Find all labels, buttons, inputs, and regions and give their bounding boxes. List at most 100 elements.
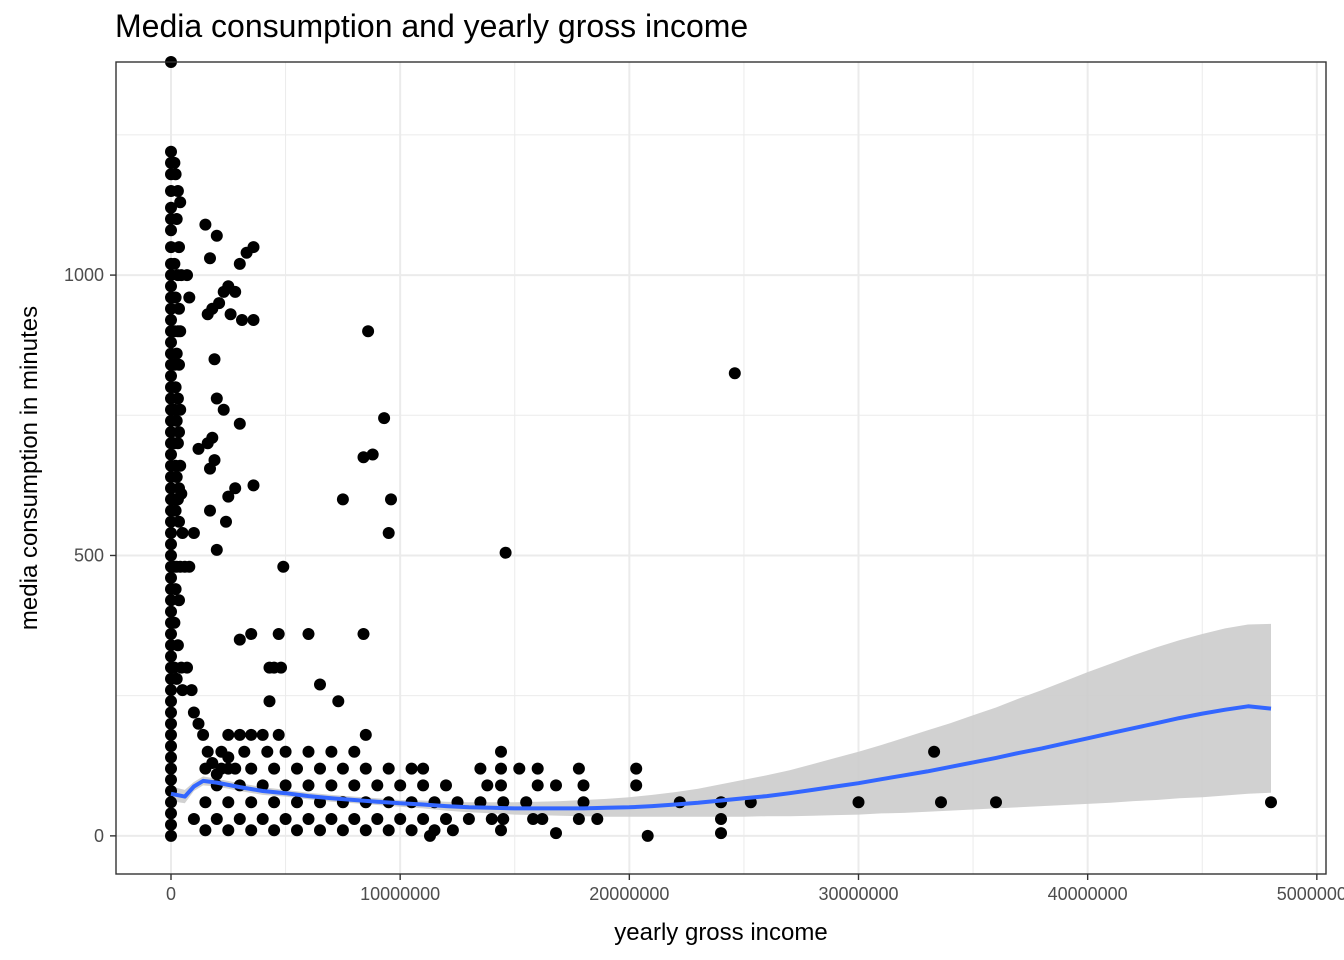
data-point — [531, 762, 544, 775]
data-point — [325, 813, 338, 825]
data-point — [302, 628, 315, 640]
data-point — [630, 762, 643, 775]
data-point — [165, 684, 177, 697]
data-point — [181, 269, 193, 282]
data-point — [233, 417, 246, 430]
data-point — [359, 728, 372, 741]
data-point — [192, 442, 205, 455]
data-point — [168, 257, 181, 270]
data-point — [382, 762, 395, 775]
data-point — [168, 616, 181, 629]
x-axis: 0 10000000 20000000 30000000 40000000 5000000… — [166, 874, 1344, 904]
data-point — [170, 213, 183, 225]
data-point — [314, 762, 326, 775]
data-point — [247, 241, 260, 254]
data-point — [181, 661, 193, 674]
data-point — [446, 824, 459, 837]
data-point — [715, 813, 727, 825]
data-point — [210, 813, 223, 825]
data-point — [222, 728, 235, 741]
data-point — [268, 762, 281, 775]
data-point — [165, 740, 177, 753]
data-point — [165, 448, 177, 461]
data-point — [175, 487, 188, 500]
data-point — [165, 695, 177, 708]
data-point — [440, 813, 452, 825]
data-point — [171, 392, 184, 405]
x-tick-label: 30000000 — [818, 884, 898, 904]
data-point — [641, 829, 654, 842]
data-point — [279, 745, 292, 758]
data-point — [173, 594, 185, 607]
data-point — [165, 762, 177, 775]
data-point — [728, 367, 741, 380]
data-point — [256, 813, 269, 825]
data-point — [417, 779, 430, 792]
data-point — [187, 527, 200, 539]
data-point — [183, 291, 196, 304]
data-point — [170, 347, 183, 360]
data-point — [165, 145, 177, 158]
data-point — [173, 515, 185, 528]
data-point — [165, 717, 177, 730]
data-point — [169, 381, 182, 394]
data-point — [233, 257, 246, 270]
data-point — [495, 779, 507, 792]
data-point — [485, 813, 498, 825]
data-point — [382, 824, 395, 837]
data-point — [272, 628, 285, 640]
data-point — [495, 745, 507, 758]
data-point — [187, 706, 200, 719]
data-point — [577, 779, 590, 792]
data-point — [208, 353, 221, 366]
data-point — [174, 403, 187, 416]
data-point — [165, 650, 177, 663]
data-point — [192, 717, 205, 730]
data-point — [165, 829, 177, 842]
data-point — [495, 762, 507, 775]
data-point — [357, 628, 370, 640]
data-point — [630, 779, 643, 792]
chart-title: Media consumption and yearly gross incom… — [115, 8, 749, 44]
data-point — [424, 829, 436, 842]
data-point — [275, 661, 287, 674]
plot-border — [115, 61, 1327, 875]
data-point — [279, 779, 292, 792]
data-point — [173, 241, 185, 254]
data-point — [302, 779, 315, 792]
data-point — [210, 392, 223, 405]
data-point — [536, 813, 549, 825]
data-point — [171, 185, 184, 197]
data-point — [170, 414, 183, 427]
data-point — [183, 560, 196, 573]
data-point — [245, 728, 258, 741]
data-point — [199, 218, 212, 231]
data-point — [497, 796, 510, 809]
data-point — [173, 302, 185, 315]
data-point — [229, 285, 242, 298]
x-tick-label: 0 — [166, 884, 176, 904]
data-point — [279, 813, 292, 825]
data-point — [359, 824, 372, 837]
data-point — [291, 796, 303, 809]
data-point — [238, 745, 251, 758]
data-point — [405, 762, 418, 775]
data-point — [348, 779, 361, 792]
y-axis-title: media consumption in minutes — [16, 306, 43, 630]
data-point — [165, 314, 177, 326]
data-point — [199, 762, 212, 775]
x-axis-title: yearly gross income — [614, 919, 827, 946]
data-point — [291, 762, 303, 775]
data-point — [204, 504, 216, 517]
x-tick-label: 40000000 — [1048, 884, 1128, 904]
data-point — [210, 229, 223, 242]
data-point — [165, 571, 177, 584]
data-point — [165, 280, 177, 293]
y-axis: 0 500 1000 — [64, 265, 116, 846]
data-point — [165, 549, 177, 562]
data-point — [302, 813, 315, 825]
x-tick-label: 20000000 — [589, 884, 669, 904]
smooth-line-layer — [170, 704, 1272, 811]
data-point — [371, 779, 384, 792]
